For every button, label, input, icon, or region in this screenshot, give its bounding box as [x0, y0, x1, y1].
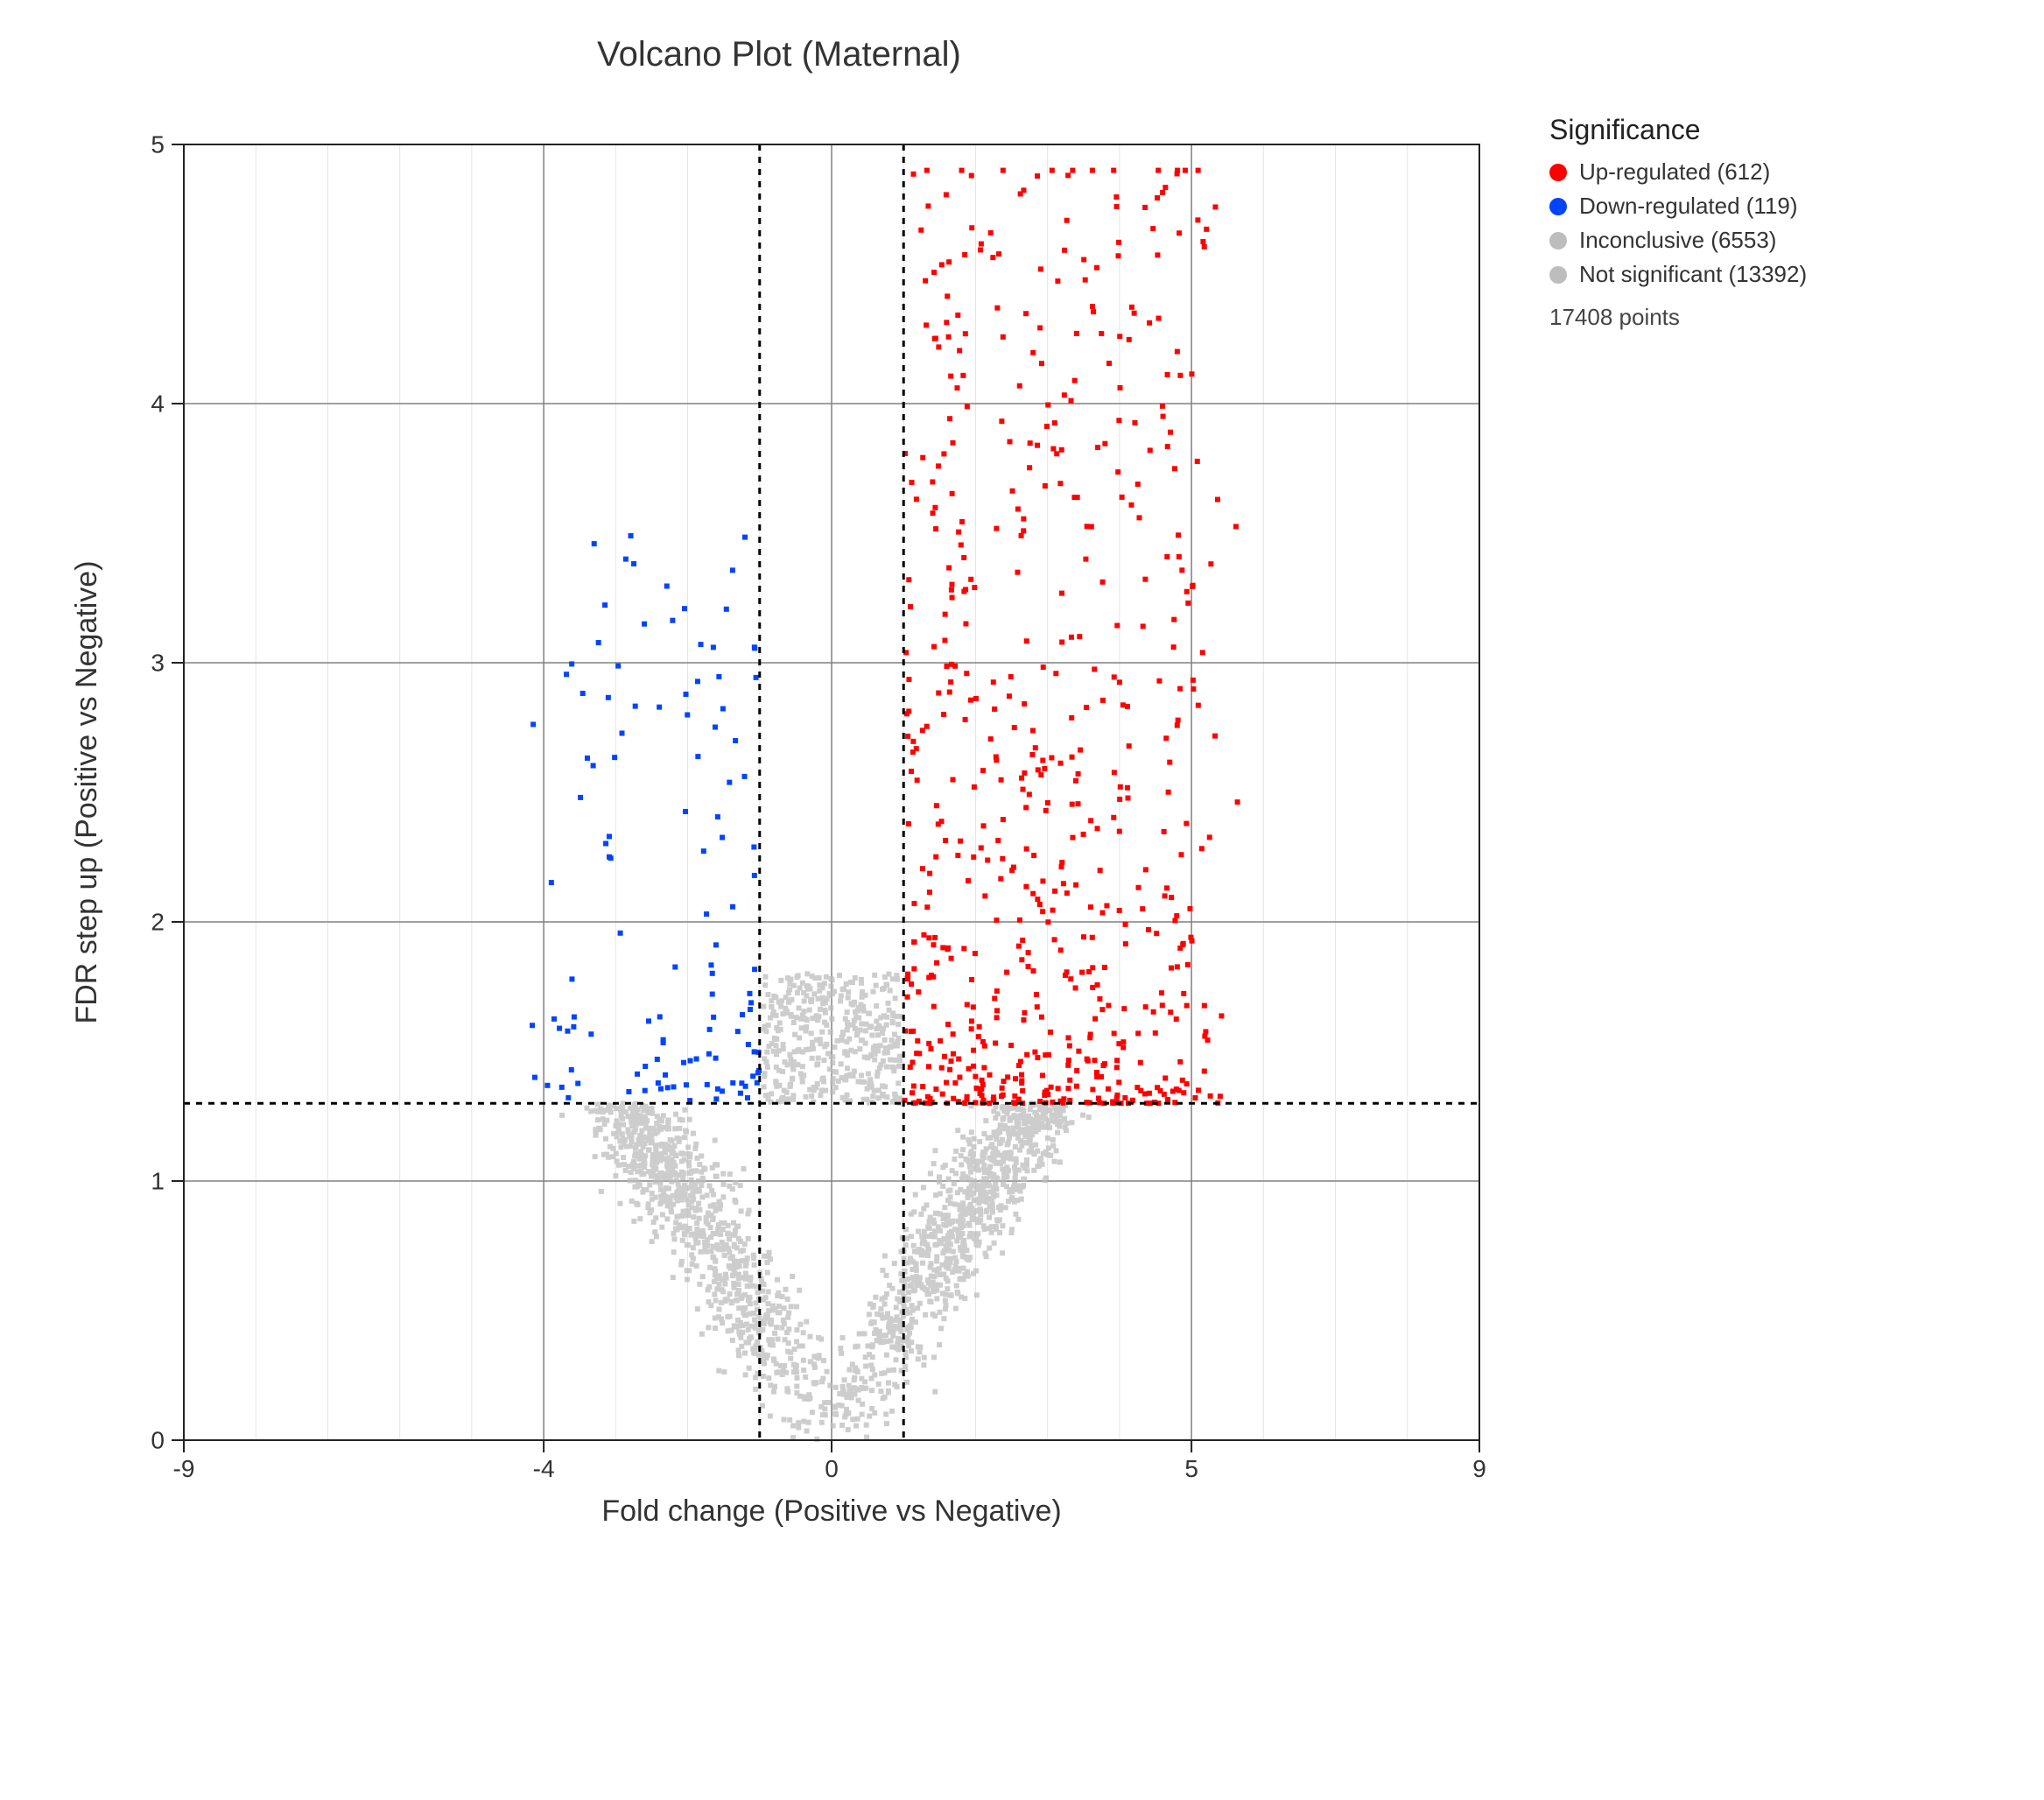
legend-down: Down-regulated (119) [1549, 193, 1807, 220]
legend-total: 17408 points [1549, 304, 1807, 331]
svg-text:0: 0 [825, 1455, 839, 1482]
volcano-plot: -9 -4 0 5 9 0 1 2 3 4 5 Fold change (Positive vs Ne… [35, 74, 1523, 1563]
legend-ns-label: Not significant (13392) [1579, 261, 1807, 288]
svg-text:Fold change (Positive vs Negat: Fold change (Positive vs Negative) [601, 1494, 1061, 1528]
legend-title: Significance [1549, 114, 1807, 146]
svg-text:3: 3 [151, 649, 165, 676]
legend-up-label: Up-regulated (612) [1579, 158, 1770, 186]
svg-text:-9: -9 [173, 1455, 195, 1482]
swatch-ns [1549, 266, 1567, 284]
svg-text:2: 2 [151, 908, 165, 935]
legend-inc: Inconclusive (6553) [1549, 227, 1807, 254]
legend-ns: Not significant (13392) [1549, 261, 1807, 288]
svg-text:4: 4 [151, 390, 165, 417]
legend-up: Up-regulated (612) [1549, 158, 1807, 186]
swatch-inc [1549, 232, 1567, 250]
svg-text:0: 0 [151, 1426, 165, 1453]
chart-title: Volcano Plot (Maternal) [35, 35, 1523, 74]
svg-text:5: 5 [151, 130, 165, 158]
svg-text:5: 5 [1184, 1455, 1198, 1482]
svg-text:-4: -4 [533, 1455, 555, 1482]
svg-text:1: 1 [151, 1167, 165, 1194]
svg-text:FDR step up (Positive vs Negat: FDR step up (Positive vs Negative) [70, 560, 103, 1023]
swatch-down [1549, 198, 1567, 215]
swatch-up [1549, 164, 1567, 181]
svg-text:9: 9 [1472, 1455, 1486, 1482]
legend-inc-label: Inconclusive (6553) [1579, 227, 1776, 254]
legend-down-label: Down-regulated (119) [1579, 193, 1798, 220]
legend: Significance Up-regulated (612) Down-reg… [1523, 35, 1807, 1563]
